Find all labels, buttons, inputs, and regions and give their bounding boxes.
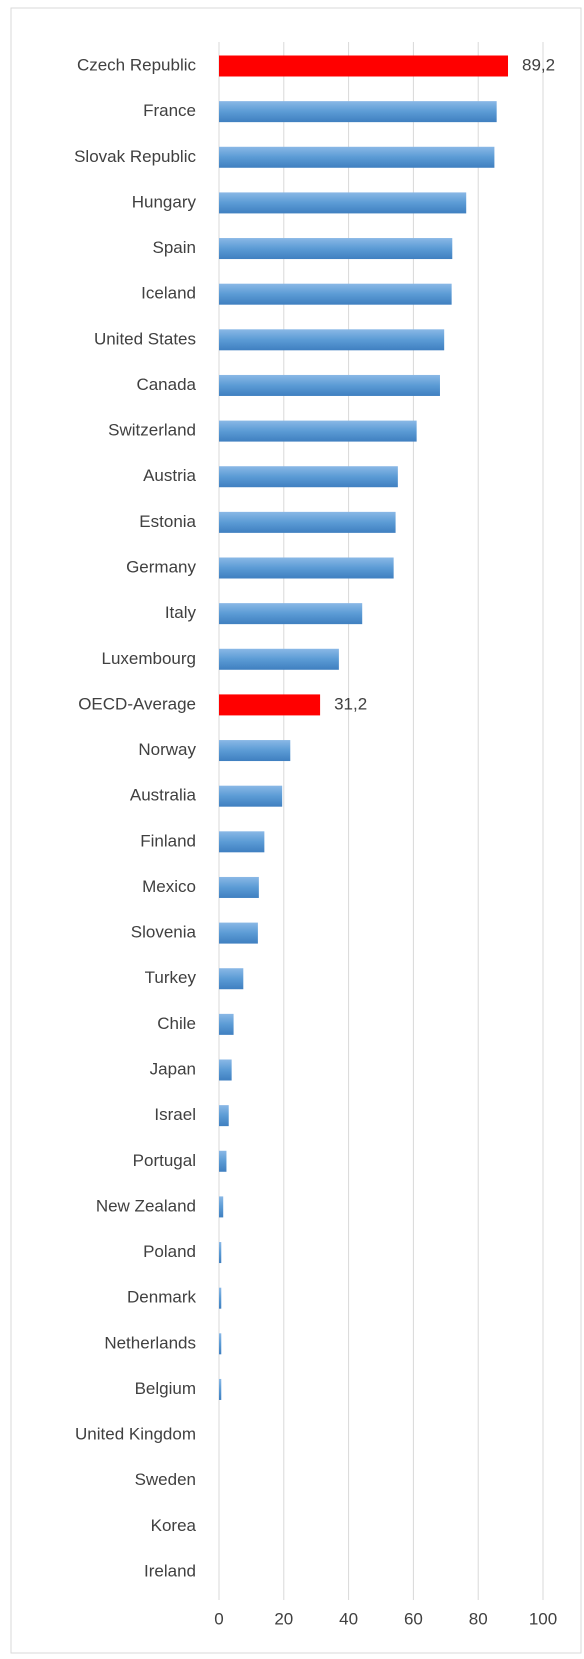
- bar: [219, 1378, 222, 1400]
- bar: [219, 329, 445, 351]
- y-tick-label: Czech Republic: [77, 55, 197, 74]
- bar: [219, 876, 259, 898]
- x-tick-label: 100: [529, 1609, 557, 1628]
- y-tick-label: Slovak Republic: [74, 147, 196, 166]
- y-tick-label: Denmark: [127, 1288, 196, 1307]
- bar: [219, 1059, 232, 1081]
- y-tick-label: Germany: [126, 557, 196, 576]
- bar: [219, 283, 452, 305]
- y-tick-label: Austria: [143, 466, 196, 485]
- bar: [219, 1150, 227, 1172]
- bar: [219, 740, 291, 762]
- bar: [219, 1013, 234, 1035]
- bar: [219, 831, 265, 853]
- x-tick-label: 80: [469, 1609, 488, 1628]
- y-tick-label: Estonia: [139, 512, 196, 531]
- bar: [219, 1242, 222, 1264]
- y-tick-label: Ireland: [144, 1561, 196, 1580]
- y-tick-label: United Kingdom: [75, 1425, 196, 1444]
- y-tick-label: Netherlands: [104, 1333, 196, 1352]
- y-tick-label: Japan: [150, 1059, 196, 1078]
- bar: [219, 55, 509, 77]
- bar: [219, 420, 417, 442]
- bar: [219, 922, 258, 944]
- y-tick-label: Sweden: [135, 1470, 196, 1489]
- y-tick-label: Israel: [154, 1105, 196, 1124]
- bar: [219, 785, 283, 807]
- y-tick-label: Poland: [143, 1242, 196, 1261]
- x-tick-label: 20: [274, 1609, 293, 1628]
- y-tick-label: Korea: [151, 1516, 197, 1535]
- y-tick-label: Canada: [136, 375, 196, 394]
- bar: [219, 1333, 222, 1355]
- y-tick-label: Portugal: [133, 1151, 196, 1170]
- bar: [219, 968, 244, 990]
- bar: [219, 603, 363, 625]
- y-tick-label: Switzerland: [108, 421, 196, 440]
- y-tick-label: New Zealand: [96, 1196, 196, 1215]
- chart-frame: [10, 7, 582, 1654]
- y-tick-label: Mexico: [142, 877, 196, 896]
- y-tick-label: Finland: [140, 831, 196, 850]
- y-tick-label: OECD-Average: [78, 694, 196, 713]
- y-tick-label: Spain: [153, 238, 196, 257]
- y-tick-label: Belgium: [135, 1379, 196, 1398]
- bar: [219, 1196, 224, 1218]
- y-tick-label: Hungary: [132, 192, 197, 211]
- x-tick-label: 0: [214, 1609, 223, 1628]
- y-tick-label: United States: [94, 329, 196, 348]
- bar: [219, 557, 394, 579]
- y-tick-label: Iceland: [141, 284, 196, 303]
- x-tick-label: 40: [339, 1609, 358, 1628]
- y-tick-label: Australia: [130, 786, 197, 805]
- y-tick-label: Turkey: [145, 968, 197, 987]
- y-tick-label: Norway: [138, 740, 196, 759]
- data-label: 31,2: [334, 694, 367, 713]
- data-label: 89,2: [522, 55, 555, 74]
- bar: [219, 511, 396, 533]
- bar: [219, 101, 497, 123]
- y-tick-label: France: [143, 101, 196, 120]
- bar: [219, 374, 440, 396]
- bar: [219, 146, 495, 168]
- bar: [219, 648, 339, 670]
- x-tick-label: 60: [404, 1609, 423, 1628]
- bar: [219, 466, 398, 488]
- y-tick-label: Italy: [165, 603, 197, 622]
- bar: [219, 1287, 222, 1309]
- y-tick-label: Luxembourg: [101, 649, 196, 668]
- y-tick-label: Chile: [157, 1014, 196, 1033]
- bar: [219, 192, 467, 214]
- bar: [219, 694, 321, 716]
- y-tick-label: Slovenia: [131, 923, 197, 942]
- bar: [219, 238, 453, 260]
- bar: [219, 1105, 229, 1127]
